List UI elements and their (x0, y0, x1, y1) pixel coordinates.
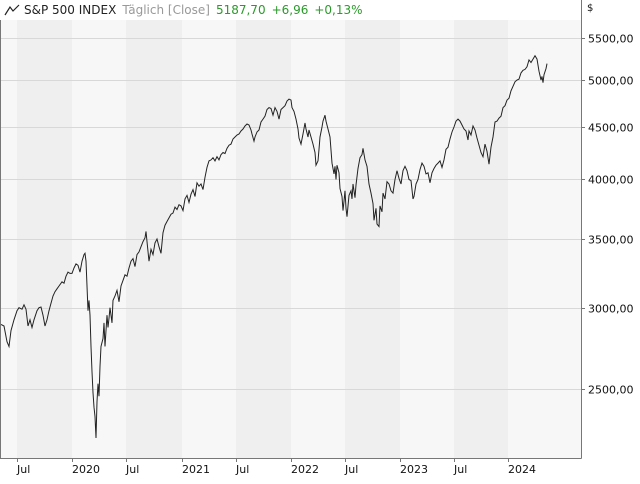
x-tick-label: Jul (126, 463, 140, 476)
x-tick-label: 2023 (400, 463, 428, 476)
x-tick-label: 2022 (291, 463, 319, 476)
line-chart-icon[interactable] (4, 4, 20, 16)
instrument-name: S&P 500 INDEX (24, 3, 117, 17)
price-change-percent: +0,13% (314, 3, 363, 17)
y-tick-label: 5000,00 (588, 74, 634, 87)
x-tick-label: 2021 (182, 463, 210, 476)
x-tick-label: Jul (236, 463, 250, 476)
gridlines (0, 38, 581, 390)
chart-mode[interactable]: Täglich [Close] (122, 3, 210, 17)
x-tick-label: 2024 (508, 463, 536, 476)
price-line (0, 54, 548, 439)
last-price: 5187,70 (215, 3, 266, 17)
x-tick-label: Jul (17, 463, 31, 476)
y-tick-label: 4000,00 (588, 173, 634, 186)
x-tick-label: Jul (345, 463, 359, 476)
y-tick-label: 5500,00 (588, 32, 634, 45)
axis-ticks (17, 38, 585, 462)
plot-frame (0, 0, 582, 459)
y-tick-label: 3500,00 (588, 233, 634, 246)
y-tick-label: 2500,00 (588, 383, 634, 396)
y-tick-label: 3000,00 (588, 302, 634, 315)
y-tick-label: 4500,00 (588, 121, 634, 134)
x-tick-label: Jul (454, 463, 468, 476)
price-change: +6,96 (271, 3, 309, 17)
x-tick-label: 2020 (72, 463, 100, 476)
y-axis-unit: $ (587, 3, 594, 14)
chart-header: S&P 500 INDEX Täglich [Close] 5187,70 +6… (0, 0, 375, 20)
